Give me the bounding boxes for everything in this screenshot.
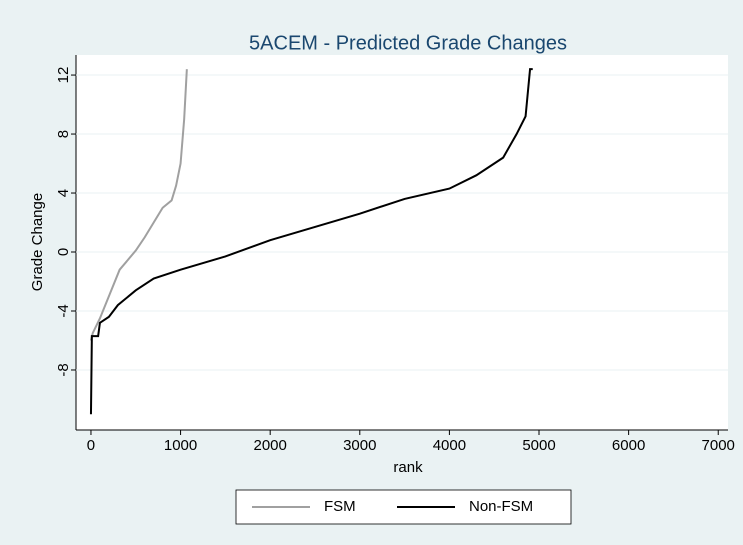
y-tick-label: -4 [55,304,72,317]
y-tick-label: 4 [55,189,72,197]
y-tick-label: 0 [55,248,72,256]
legend-label: FSM [324,498,356,515]
chart-title: 5ACEM - Predicted Grade Changes [249,32,567,54]
y-axis-label: Grade Change [29,193,46,291]
x-tick-label: 7000 [702,437,735,454]
x-tick-label: 6000 [612,437,645,454]
x-tick-label: 3000 [343,437,376,454]
y-tick-label: -8 [55,363,72,376]
plot-area [76,55,728,430]
x-tick-label: 4000 [433,437,466,454]
line [89,68,533,415]
x-tick-label: 0 [87,437,95,454]
x-tick-label: 2000 [253,437,286,454]
y-tick-label: 12 [55,67,72,84]
legend-label: Non-FSM [469,498,533,515]
line [89,69,188,341]
x-tick-label: 5000 [522,437,555,454]
x-axis-label: rank [393,459,423,476]
y-tick-label: 8 [55,130,72,138]
x-tick-label: 1000 [164,437,197,454]
